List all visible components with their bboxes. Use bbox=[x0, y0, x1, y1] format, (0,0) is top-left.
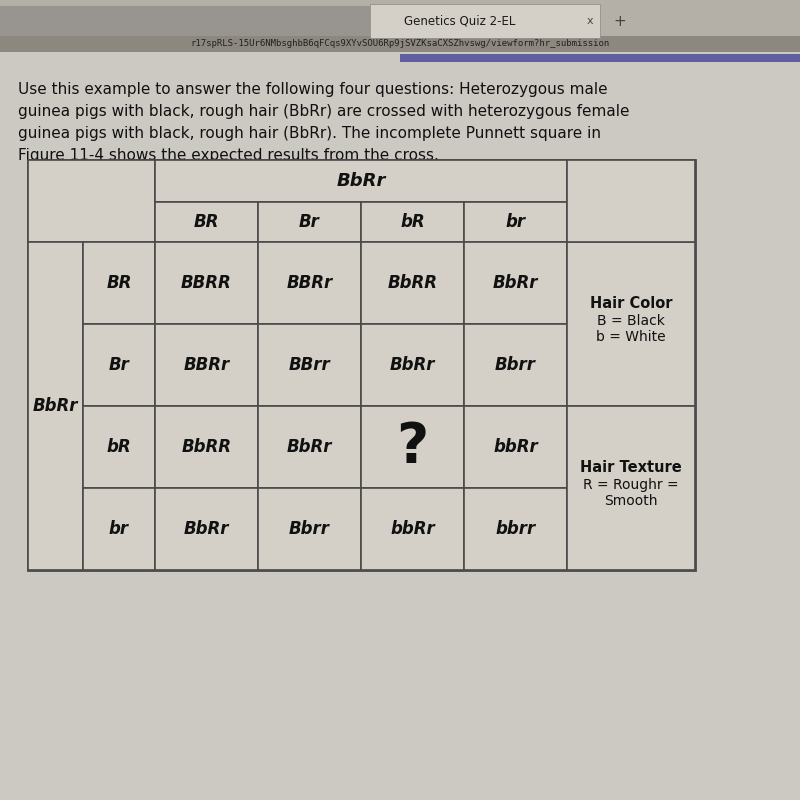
Text: bbrr: bbrr bbox=[495, 520, 536, 538]
Text: BbRr: BbRr bbox=[33, 397, 78, 415]
Bar bbox=[155, 202, 258, 242]
Bar bbox=[567, 160, 695, 242]
Bar bbox=[83, 488, 155, 570]
Bar bbox=[83, 242, 155, 324]
Bar bbox=[0, 0, 800, 38]
Bar bbox=[155, 160, 567, 202]
Bar bbox=[155, 242, 258, 324]
Text: Bbrr: Bbrr bbox=[495, 356, 536, 374]
Text: BbRR: BbRR bbox=[182, 438, 231, 456]
Bar bbox=[567, 242, 695, 406]
Bar bbox=[464, 406, 567, 488]
Bar bbox=[28, 160, 695, 570]
Text: guinea pigs with black, rough hair (BbRr). The incomplete Punnett square in: guinea pigs with black, rough hair (BbRr… bbox=[18, 126, 601, 141]
Bar bbox=[258, 406, 361, 488]
Text: B = Black: B = Black bbox=[597, 314, 665, 328]
Text: BBRr: BBRr bbox=[183, 356, 230, 374]
Text: BbRr: BbRr bbox=[336, 172, 386, 190]
Text: BR: BR bbox=[106, 274, 132, 292]
Text: br: br bbox=[109, 520, 129, 538]
Text: Hair Texture: Hair Texture bbox=[580, 461, 682, 475]
Text: Br: Br bbox=[299, 213, 320, 231]
Text: Figure 11-4 shows the expected results from the cross.: Figure 11-4 shows the expected results f… bbox=[18, 148, 439, 163]
Text: BbRR: BbRR bbox=[387, 274, 438, 292]
Bar bbox=[464, 202, 567, 242]
Bar bbox=[0, 0, 800, 52]
Bar bbox=[28, 242, 83, 570]
Text: Smooth: Smooth bbox=[604, 494, 658, 508]
Bar bbox=[361, 324, 464, 406]
Bar bbox=[258, 324, 361, 406]
Text: guinea pigs with black, rough hair (BbRr) are crossed with heterozygous female: guinea pigs with black, rough hair (BbRr… bbox=[18, 104, 630, 119]
Bar bbox=[361, 488, 464, 570]
Text: Use this example to answer the following four questions: Heterozygous male: Use this example to answer the following… bbox=[18, 82, 608, 97]
Bar bbox=[361, 242, 464, 324]
Text: Br: Br bbox=[109, 356, 130, 374]
Text: BbRr: BbRr bbox=[184, 520, 230, 538]
Text: Hair Color: Hair Color bbox=[590, 297, 672, 311]
Text: BbRr: BbRr bbox=[390, 356, 435, 374]
Bar bbox=[0, 6, 370, 36]
Text: BR: BR bbox=[194, 213, 219, 231]
Text: bbRr: bbRr bbox=[390, 520, 435, 538]
Text: bbRr: bbRr bbox=[493, 438, 538, 456]
Text: BBrr: BBrr bbox=[289, 356, 330, 374]
Bar bbox=[464, 324, 567, 406]
Bar bbox=[361, 406, 464, 488]
Bar bbox=[464, 488, 567, 570]
Bar bbox=[155, 406, 258, 488]
Bar bbox=[155, 488, 258, 570]
Text: bR: bR bbox=[106, 438, 131, 456]
Bar bbox=[464, 242, 567, 324]
Text: BBRR: BBRR bbox=[181, 274, 232, 292]
Text: +: + bbox=[614, 14, 626, 29]
Text: BbRr: BbRr bbox=[286, 438, 332, 456]
Bar bbox=[361, 202, 464, 242]
Bar bbox=[258, 242, 361, 324]
Text: b = White: b = White bbox=[596, 330, 666, 344]
Text: BBRr: BBRr bbox=[286, 274, 333, 292]
Text: ?: ? bbox=[396, 420, 429, 474]
Bar bbox=[83, 324, 155, 406]
Bar bbox=[400, 54, 800, 62]
Bar bbox=[83, 406, 155, 488]
Bar bbox=[370, 4, 600, 38]
Bar bbox=[0, 36, 800, 52]
Bar bbox=[258, 202, 361, 242]
Text: br: br bbox=[506, 213, 526, 231]
Text: Bbrr: Bbrr bbox=[289, 520, 330, 538]
Text: x: x bbox=[586, 16, 594, 26]
Text: bR: bR bbox=[400, 213, 425, 231]
Bar bbox=[258, 488, 361, 570]
Text: Genetics Quiz 2-EL: Genetics Quiz 2-EL bbox=[404, 14, 516, 27]
Text: R = Roughr =: R = Roughr = bbox=[583, 478, 679, 492]
Text: BbRr: BbRr bbox=[493, 274, 538, 292]
Bar bbox=[155, 324, 258, 406]
Bar bbox=[28, 160, 155, 242]
Text: r17spRLS-15Ur6NMbsghbB6qFCqs9XYvSOU6Rp9jSVZKsaCXSZhvswg/viewform?hr_submission: r17spRLS-15Ur6NMbsghbB6qFCqs9XYvSOU6Rp9j… bbox=[190, 39, 610, 49]
Bar bbox=[567, 406, 695, 570]
